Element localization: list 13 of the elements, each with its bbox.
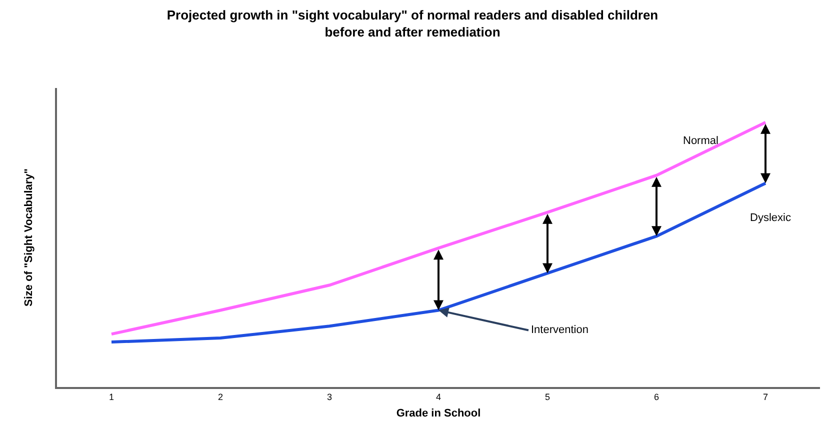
x-tick-label: 6 <box>654 392 660 402</box>
series-label: Dyslexic <box>750 212 792 224</box>
annotation: Intervention <box>531 324 588 336</box>
x-tick-label: 1 <box>108 392 114 402</box>
series-label: Normal <box>683 135 718 147</box>
x-axis-title: Grade in School <box>396 408 481 420</box>
x-tick-label: 2 <box>218 392 224 402</box>
x-tick-label: 4 <box>436 392 442 402</box>
y-axis-title: Size of "Sight Vocabulary" <box>23 168 36 306</box>
x-tick-label: 7 <box>762 392 768 402</box>
x-tick-label: 3 <box>326 392 332 402</box>
chart-title: Projected growth in "sight vocabulary" of normal readers and disabled children before and after remediation <box>166 7 658 40</box>
x-tick-label: 5 <box>544 392 550 402</box>
